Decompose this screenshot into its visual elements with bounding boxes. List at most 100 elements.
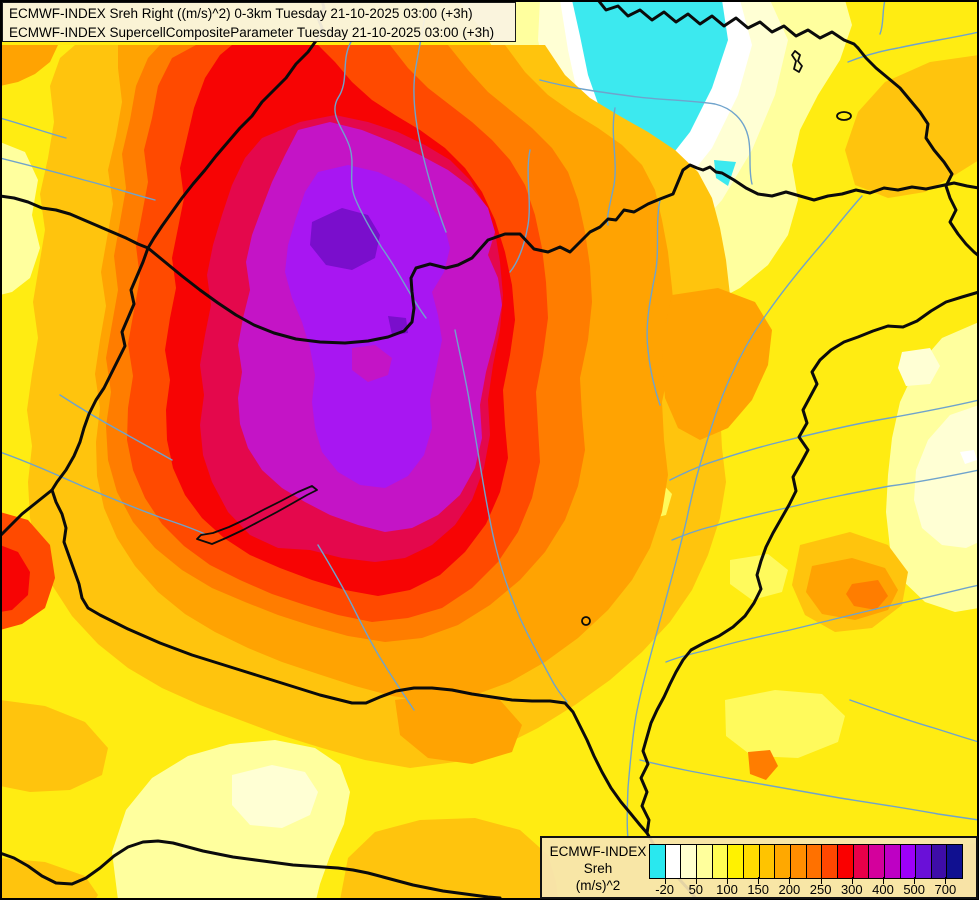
colorbar-tick-label: -20 [655, 882, 674, 897]
colorbar-swatch [852, 845, 869, 878]
colorbar [649, 844, 963, 879]
colorbar-tick [789, 877, 791, 884]
river-ne-corner-1 [847, 31, 979, 63]
legend-parameter: Sreh [583, 861, 613, 876]
colorbar-swatch [664, 845, 681, 878]
colorbar-swatch [930, 845, 947, 878]
colorbar-tick-label: 700 [934, 882, 957, 897]
colorbar-tick-label: 200 [778, 882, 801, 897]
colorbar-tick [664, 877, 666, 884]
river-nw-2 [0, 117, 67, 139]
contour-cyan-small [714, 160, 736, 186]
river-sio [317, 544, 415, 711]
lake-ne-tiny [836, 111, 852, 121]
river-tisza [626, 195, 863, 839]
contour-ivory-east-sm [898, 348, 940, 386]
river-mura [0, 451, 206, 535]
contour-gold-bl1 [0, 700, 108, 792]
border-slovenia [0, 488, 54, 538]
border-hu-ro [639, 290, 979, 835]
contour-ivory-sw [232, 765, 318, 828]
lake-tisza-tiny [581, 616, 591, 626]
colorbar-tick [883, 877, 884, 884]
title-line-1: ECMWF-INDEX Sreh Right ((m/s)^2) 0-3km T… [9, 6, 473, 21]
colorbar-tick [851, 877, 853, 884]
colorbar-tick [727, 877, 728, 884]
title-line-2: ECMWF-INDEX SupercellCompositeParameter … [9, 25, 495, 40]
colorbar-swatch [758, 845, 775, 878]
colorbar-swatch [742, 845, 759, 878]
rivers [0, 0, 979, 839]
river-south-2 [849, 699, 979, 743]
colorbar-tick [945, 877, 947, 884]
colorbar-swatch [915, 845, 931, 878]
colorbar-tick-label: 150 [747, 882, 770, 897]
legend-title: ECMWF-INDEX [549, 844, 647, 859]
river-koros-2 [671, 469, 979, 541]
border-hu-sk [146, 163, 979, 345]
colorbar-tick-label: 250 [809, 882, 832, 897]
river-nw [0, 157, 156, 201]
colorbar-swatch [821, 845, 837, 878]
colorbar-tick [820, 877, 822, 884]
colorbar-tick-label: 50 [688, 882, 704, 897]
legend-labels: ECMWF-INDEX Sreh (m/s)^2 [548, 843, 648, 894]
border-sk-pl [596, 0, 860, 50]
legend-units: (m/s)^2 [575, 878, 621, 893]
colorbar-tick-label: 400 [872, 882, 894, 897]
contour-orange-tl [0, 45, 58, 86]
colorbar-swatch [711, 845, 728, 878]
legend-box: ECMWF-INDEX Sreh (m/s)^2 -20 50 100 150 200 2… [540, 836, 978, 899]
lake-balaton [196, 485, 318, 545]
contour-magenta-notch [352, 345, 392, 382]
river-ne-corner-2 [879, 0, 886, 35]
contour-orange-east [662, 288, 772, 440]
colorbar-tick-label: 500 [903, 882, 926, 897]
river-maros [665, 584, 979, 663]
colorbar-swatch [695, 845, 712, 878]
colorbar-swatch [789, 845, 806, 878]
river-zagyva [646, 199, 661, 406]
river-ipoly [509, 149, 531, 273]
river-ne-1 [606, 107, 616, 226]
colorbar-swatch [774, 845, 790, 878]
colorbar-swatch [899, 845, 916, 878]
colorbar-swatch [650, 845, 665, 878]
contour-orange-south [395, 692, 522, 764]
contour-orange-tiny [748, 750, 778, 780]
colorbar-swatch [946, 845, 963, 878]
river-koros-1 [669, 399, 979, 481]
river-danube-north [334, 39, 427, 319]
title-box: ECMWF-INDEX Sreh Right ((m/s)^2) 0-3km T… [2, 2, 516, 42]
colorbar-tick-label: 100 [716, 882, 738, 897]
lake-ne-small [791, 50, 803, 73]
contour-white-speck [960, 450, 977, 464]
border-sk-ua [856, 46, 979, 258]
border-at-hu-west [50, 246, 150, 492]
river-danube-south [454, 329, 568, 703]
colorbar-swatch [868, 845, 884, 878]
contour-pale-west [0, 142, 40, 295]
colorbar-swatch [727, 845, 743, 878]
colorbar-tick-label: 300 [840, 882, 863, 897]
colorbar-swatch [836, 845, 853, 878]
river-south-1 [639, 759, 979, 821]
contour-red-west [0, 545, 30, 612]
colorbar-tick [914, 877, 916, 884]
border-bottom-left [0, 839, 502, 900]
border-austria-west [0, 194, 150, 250]
colorbar-swatch [680, 845, 696, 878]
river-zala [59, 394, 173, 461]
colorbar-swatch [805, 845, 822, 878]
colorbar-tick [695, 877, 697, 884]
contour-core-main [310, 208, 380, 270]
contour-orange-se-dark [846, 580, 888, 610]
river-vah [413, 0, 447, 233]
border-hu-hr [50, 488, 699, 900]
lakes [196, 50, 852, 626]
river-ne-cross [539, 79, 753, 185]
